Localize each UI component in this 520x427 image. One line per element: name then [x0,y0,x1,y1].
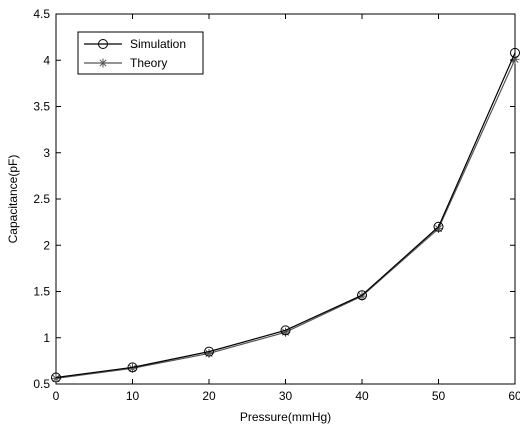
legend-box [77,31,204,75]
series-line-simulation [55,52,516,379]
x-tick-label: 40 [355,389,369,403]
x-tick-label: 10 [126,389,140,403]
legend-items: Simulation Theory [84,37,186,70]
data-point-simulation [51,372,61,383]
legend-label: Simulation [130,37,186,51]
y-tick-label: 2 [43,238,50,252]
legend: Simulation Theory [77,31,204,75]
data-point-simulation [204,346,214,357]
legend-marker [98,58,108,68]
y-tick-label: 2.5 [33,192,50,206]
data-point-simulation [433,221,444,232]
x-tick-label: 50 [432,389,446,403]
x-tick-label: 0 [53,389,60,403]
y-tick-label: 4.5 [33,7,50,21]
series-layer [51,47,520,383]
data-point-simulation [280,325,291,336]
y-tick-label: 1.5 [33,285,50,299]
y-axis-label: Capacitance(pF) [6,155,20,244]
data-point-theory [51,373,61,383]
y-tick-label: 3.5 [33,100,50,114]
data-point-simulation [127,362,138,373]
x-tick-label: 30 [279,389,293,403]
x-tick-label: 60 [508,389,520,403]
y-tick-label: 3 [43,146,50,160]
axis-ticks: 0 10 20 30 40 50 60 0.5 1 1.5 2 2.5 3 3.5 4 4.5 [33,7,520,403]
y-tick-label: 1 [43,331,50,345]
legend-marker [98,39,108,49]
x-tick-label: 20 [202,389,216,403]
data-point-simulation [357,290,367,301]
x-axis-label: Pressure(mmHg) [240,410,331,424]
plot-area [55,13,516,385]
y-tick-label: 0.5 [33,377,50,391]
legend-label: Theory [130,56,167,70]
y-tick-label: 4 [43,53,50,67]
